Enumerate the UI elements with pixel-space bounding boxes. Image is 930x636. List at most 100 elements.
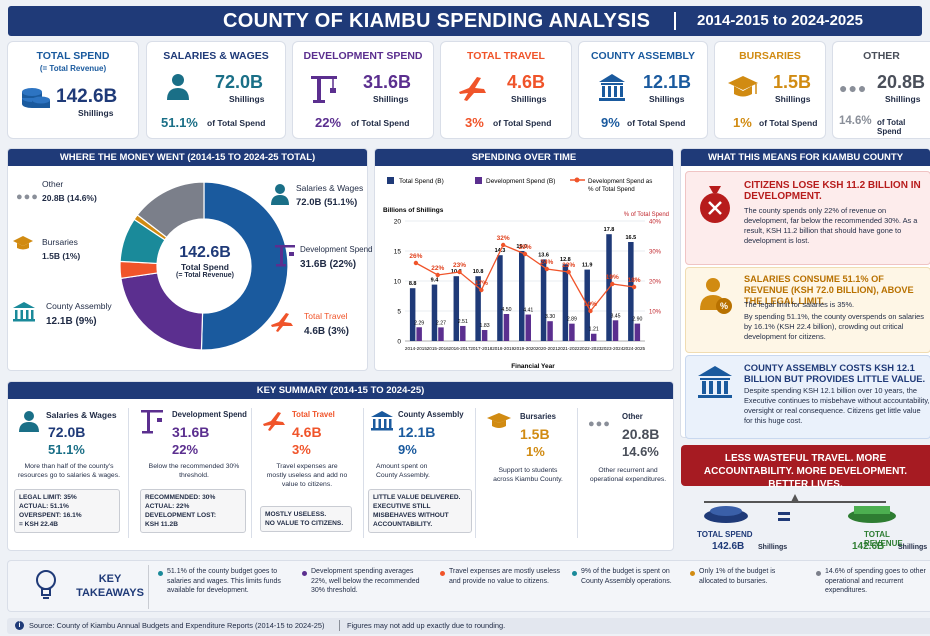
- line-point: [435, 272, 440, 278]
- bar-dev-label: 2.89: [567, 317, 577, 323]
- bar-total: [562, 264, 569, 341]
- note-salaries: % SALARIES CONSUME 51.1% OF REVENUE (KSH…: [685, 267, 930, 353]
- label-value: 20.8B (14.6%): [42, 193, 97, 203]
- donut-center-sub: (= Total Revenue): [175, 272, 235, 279]
- x-tick-label: 2022-2023: [579, 346, 601, 351]
- kpi-pct: 22%: [315, 115, 342, 130]
- header-bar: COUNTY OF KIAMBU SPENDING ANALYSIS 2014-…: [8, 6, 922, 36]
- kpi-value: 72.0B: [215, 72, 264, 92]
- summary-desc: Travel expenses are mostly useless and a…: [266, 463, 348, 488]
- kpi-subtitle: (= Total Revenue): [39, 64, 107, 73]
- summary-title: Other: [622, 412, 643, 421]
- kpi-pct: 1%: [733, 115, 752, 130]
- donut-panel: WHERE THE MONEY WENT (2014-15 TO 2024-25…: [7, 148, 373, 371]
- page-subtitle: 2014-2015 to 2024-2025: [697, 12, 863, 29]
- kpi-value: 4.6B: [507, 72, 546, 92]
- kpi-of: of Total Spend: [877, 118, 906, 136]
- takeaways-label: KEY: [98, 573, 122, 585]
- section-title: WHAT THIS MEANS FOR KIAMBU COUNTY: [681, 149, 930, 166]
- kpi-title: DEVELOPMENT SPEND: [303, 50, 423, 62]
- y-axis-label: Billions of Shillings: [383, 207, 444, 214]
- label-value: 12.1B (9%): [46, 316, 97, 327]
- takeaway-item: Development spending averages 22%, well …: [311, 568, 420, 594]
- summary-salaries: Salaries & Wages 72.0B 51.1% More than h…: [8, 402, 126, 550]
- summary-desc: Other recurrent and operational expendit…: [589, 467, 667, 483]
- takeaway-item: 14.6% of spending goes to other operatio…: [825, 568, 926, 594]
- takeaway-item: 51.1% of the county budget goes to salar…: [167, 568, 281, 594]
- more-dots-icon: ●●●: [16, 191, 39, 203]
- x-tick-label: 2024-2025: [623, 346, 645, 351]
- summary-callout: RECOMMENDED: 30% ACTUAL: 22% DEVELOPMENT…: [140, 489, 246, 533]
- summary-value: 12.1B: [398, 424, 436, 440]
- line-point-label: 32%: [497, 235, 510, 242]
- note-text: By spending 51.1%, the county overspends…: [744, 312, 924, 341]
- bar-development: [569, 323, 575, 341]
- takeaway-item: Only 1% of the budget is allocated to bu…: [699, 568, 776, 585]
- bar-development: [612, 320, 619, 341]
- line-point-label: 10%: [584, 301, 597, 308]
- kpi-travel: TOTAL TRAVEL 4.6B Shillings 3% of Total …: [440, 41, 572, 139]
- scale-left-unit: Shillings: [758, 544, 788, 551]
- kpi-unit: Shillings: [885, 94, 921, 104]
- label-name: Development Spend: [300, 245, 373, 254]
- bar-total: [431, 284, 438, 341]
- bar-total-label: 10.8: [473, 269, 484, 275]
- summary-pct: 1%: [526, 444, 545, 459]
- line-point-label: 19%: [606, 274, 619, 281]
- scale-right-unit: Shillings: [898, 544, 928, 551]
- donut-chart: [119, 181, 289, 351]
- airplane-icon: [263, 412, 285, 431]
- header-divider: [674, 12, 676, 30]
- section-title: KEY SUMMARY (2014-15 TO 2024-25): [8, 382, 673, 399]
- summary-callout: LEGAL LIMIT: 35% ACTUAL: 51.1% OVERSPENT…: [14, 489, 120, 533]
- kpi-pct: 51.1%: [161, 115, 198, 130]
- person-icon: [271, 184, 289, 205]
- x-tick-label: 2018-2019: [492, 346, 514, 351]
- label-name: Bursaries: [42, 237, 78, 247]
- takeaways-label: TAKEAWAYS: [76, 587, 144, 599]
- kpi-salaries: SALARIES & WAGES 72.0B Shillings 51.1% o…: [146, 41, 286, 139]
- bar-dev-label: 2.27: [436, 320, 446, 326]
- note-assembly: COUNTY ASSEMBLY COSTS KSH 12.1 BILLION B…: [685, 355, 930, 439]
- summary-desc: Amount spent on County Assembly.: [376, 463, 430, 479]
- y2-axis-label: % of Total Spend: [624, 212, 669, 218]
- bar-dev-label: 3.45: [610, 313, 620, 319]
- bar-total: [519, 251, 525, 341]
- scale-right-title: TOTAL REVENUE: [864, 530, 903, 548]
- y-tick-label: 0: [397, 339, 401, 346]
- y2-tick-label: 20%: [649, 280, 662, 286]
- kpi-unit: Shillings: [511, 94, 547, 104]
- kpi-title: TOTAL TRAVEL: [467, 50, 545, 62]
- bar-total-label: 9.4: [431, 278, 440, 284]
- legend-pct: Development Spend as: [588, 178, 652, 185]
- person-icon: [167, 74, 189, 100]
- kpi-of: of Total Spend: [207, 118, 266, 128]
- call-to-action-banner: LESS WASTEFUL TRAVEL. MORE ACCOUNTABILIT…: [681, 445, 930, 490]
- key-summary-panel: KEY SUMMARY (2014-15 TO 2024-25) Salarie…: [7, 381, 674, 551]
- airplane-icon: [459, 77, 486, 101]
- divider: [577, 408, 578, 538]
- bar-dev-label: 2.29: [414, 320, 424, 326]
- line-point-label: 22%: [431, 265, 444, 272]
- footer: i Source: County of Kiambu Annual Budget…: [7, 618, 930, 634]
- line-point: [631, 284, 637, 290]
- kpi-title: OTHER: [863, 50, 900, 62]
- summary-title: Salaries & Wages: [46, 410, 117, 420]
- bar-development: [481, 330, 488, 341]
- kpi-of: of Total Spend: [351, 118, 410, 128]
- kpi-unit: Shillings: [649, 94, 685, 104]
- x-tick-label: 2014-2015: [405, 346, 427, 351]
- note-text: The county spends only 22% of revenue on…: [744, 206, 918, 245]
- donut-slice-development-spend: [120, 272, 204, 351]
- label-name: Other: [42, 179, 64, 189]
- balance-scale-icon: [704, 494, 896, 523]
- x-axis-label: Financial Year: [511, 363, 555, 370]
- kpi-of: of Total Spend: [759, 118, 818, 128]
- kpi-unit: Shillings: [78, 108, 114, 118]
- building-icon: [599, 74, 625, 101]
- kpi-value: 1.5B: [773, 72, 812, 92]
- label-value: 4.6B (3%): [304, 326, 350, 337]
- label-value: 72.0B (51.1%): [296, 197, 358, 208]
- summary-pct: 14.6%: [622, 444, 659, 459]
- divider: [363, 408, 364, 538]
